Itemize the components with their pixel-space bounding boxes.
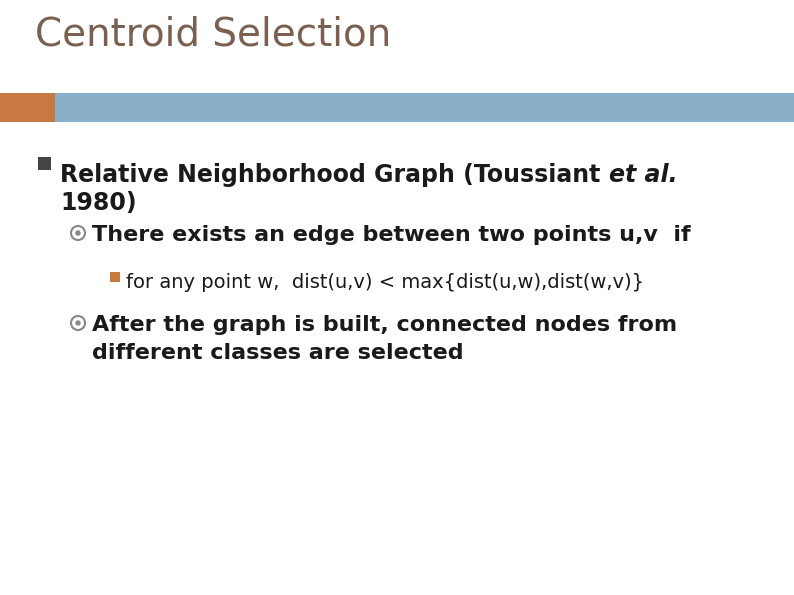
Text: for any point w,  dist(u,v) < max{dist(u,w),dist(w,v)}: for any point w, dist(u,v) < max{dist(u,… xyxy=(126,273,644,292)
Text: Centroid Selection: Centroid Selection xyxy=(35,15,391,53)
Bar xyxy=(55,93,794,122)
Text: et al.: et al. xyxy=(609,163,677,187)
Bar xyxy=(110,272,120,282)
Bar xyxy=(0,93,55,122)
Bar xyxy=(38,156,51,170)
Circle shape xyxy=(76,321,80,325)
Text: After the graph is built, connected nodes from: After the graph is built, connected node… xyxy=(92,315,677,335)
Text: There exists an edge between two points u,v  if: There exists an edge between two points … xyxy=(92,225,691,245)
Text: different classes are selected: different classes are selected xyxy=(92,343,464,363)
Text: Relative Neighborhood Graph (Toussiant: Relative Neighborhood Graph (Toussiant xyxy=(60,163,609,187)
Text: 1980): 1980) xyxy=(60,191,137,215)
Text: 1980): 1980) xyxy=(0,594,1,595)
Circle shape xyxy=(76,231,80,235)
